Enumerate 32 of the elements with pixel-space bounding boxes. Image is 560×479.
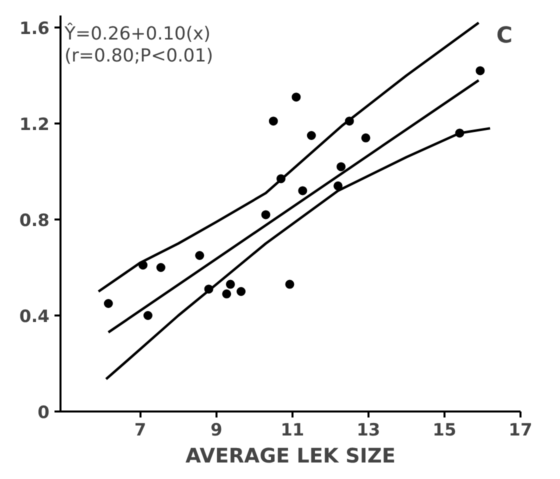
y-tick-label: 1.2: [19, 115, 50, 135]
point: [476, 66, 485, 76]
point: [285, 280, 294, 289]
point: [298, 186, 308, 196]
point: [226, 280, 235, 289]
y-tick-label: 0.4: [19, 307, 50, 327]
point: [236, 287, 246, 296]
point: [195, 251, 204, 260]
point: [222, 289, 232, 298]
point: [336, 162, 346, 172]
point: [268, 116, 278, 126]
annotation: (r=0.80;P<0.01): [64, 46, 214, 66]
annotation: C: [496, 24, 513, 48]
x-tick-label: 7: [134, 420, 146, 440]
point: [292, 92, 301, 102]
x-tick-label: 13: [356, 420, 380, 440]
annotation: Ŷ=0.26+0.10(x): [64, 22, 211, 44]
x-tick-label: 11: [280, 420, 304, 440]
point: [156, 263, 166, 272]
x-axis-title: AVERAGE LEK SIZE: [185, 444, 396, 468]
x-tick-label: 15: [432, 420, 456, 440]
point: [143, 311, 152, 320]
y-tick-label: 0.8: [19, 211, 50, 231]
x-tick-label: 9: [210, 420, 222, 440]
y-tick-label: 1.6: [19, 19, 50, 39]
point: [306, 131, 316, 140]
line-series: [104, 127, 492, 380]
point: [261, 210, 270, 220]
x-tick-label: 17: [508, 420, 532, 440]
point: [361, 133, 370, 142]
point: [104, 299, 113, 308]
y-tick-label: 0: [38, 403, 50, 423]
